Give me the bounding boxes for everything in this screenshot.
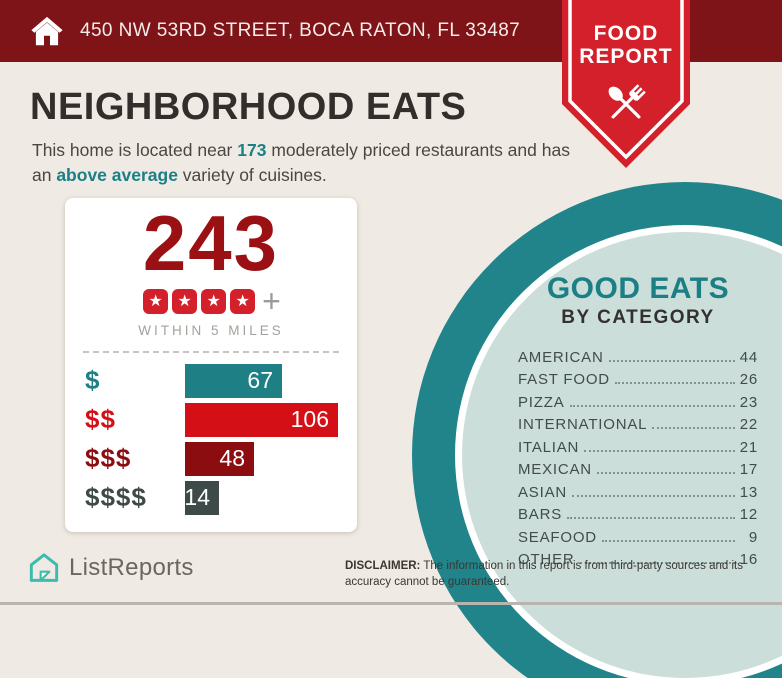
disclaimer: DISCLAIMER: The information in this repo… [345,558,763,590]
star-rating: ★ ★ ★ ★ + [65,282,357,319]
bar-fill: 48 [185,441,254,476]
bar-fill: 14 [184,480,219,515]
star-icon: ★ [230,288,256,314]
category-value: 22 [739,416,758,433]
price-bar-row: $$ 106 [65,400,357,439]
disclaimer-label: DISCLAIMER: [345,560,421,572]
category-value: 26 [739,371,758,388]
page-title: NEIGHBORHOOD EATS [30,86,467,128]
food-report-badge: FOOD REPORT [562,0,690,170]
dotted-leader [608,359,735,362]
price-bar-row: $$$$ 14 [65,478,357,517]
good-eats-subtitle: BY CATEGORY [561,307,715,328]
subtitle-text: moderately priced restaurants and has an [32,140,570,185]
good-eats-panel: GOOD EATS BY CATEGORY AMERICAN 44 FAST FO… [518,272,758,568]
category-value: 17 [739,461,758,478]
dotted-leader [579,562,735,564]
good-eats-title: GOOD EATS [546,272,730,305]
category-label: SEAFOOD [518,528,597,546]
category-row: BARS 12 [518,501,758,523]
bar-fill: 67 [185,363,282,398]
restaurant-count: 173 [237,140,267,160]
category-label: PIZZA [518,393,565,411]
category-row: MEXICAN 17 [518,456,758,478]
badge-pennant-shape [562,0,690,168]
bar-label: $$ [85,404,116,434]
variety-rating: above average [56,164,178,185]
dashed-divider [83,351,339,353]
dotted-leader [596,472,735,474]
bar-label: $$$$ [85,482,147,512]
category-value: 12 [739,506,758,523]
disclaimer-text: The information in this report is from t… [345,560,743,589]
badge-title-line2: REPORT [579,45,673,68]
category-value: 16 [739,551,758,568]
subtitle-text: This home is located near [32,140,238,160]
category-row: INTERNATIONAL 22 [518,411,758,433]
category-row: PIZZA 23 [518,388,758,411]
dotted-leader [569,404,735,407]
category-label: OTHER [518,551,575,568]
category-row: FAST FOOD 26 [518,366,758,388]
listreports-logo-icon [29,553,59,582]
category-row: AMERICAN 44 [518,343,758,366]
category-label: MEXICAN [518,461,592,478]
category-label: FAST FOOD [518,371,610,388]
category-value: 13 [739,483,758,501]
price-bar-row: $ 67 [65,361,357,400]
restaurant-stats-card: 243 ★ ★ ★ ★ + WITHIN 5 MILES $ 67 $$ 106 $$$… [65,198,357,532]
dotted-leader [567,517,735,519]
star-icon: ★ [172,288,198,314]
dotted-leader [614,382,735,384]
bar-label: $ [85,365,101,395]
category-value: 23 [739,393,758,411]
radius-label: WITHIN 5 MILES [138,323,284,338]
spoon-fork-icon [608,84,646,119]
dotted-leader [652,427,735,429]
category-label: BARS [518,506,563,523]
home-icon [31,16,63,46]
property-address: 450 NW 53RD STREET, BOCA RATON, FL 33487 [80,20,521,41]
category-list: AMERICAN 44 FAST FOOD 26 PIZZA 23 INTERNATI… [518,343,758,569]
star-icon: ★ [143,288,169,314]
total-restaurant-count: 243 [142,199,280,287]
category-label: INTERNATIONAL [518,416,648,433]
category-row: OTHER 16 [518,546,758,568]
dotted-leader [584,449,735,452]
star-icon: ★ [201,288,227,314]
category-label: ASIAN [518,483,568,501]
badge-title-line1: FOOD [593,22,659,45]
logo-text: ListReports [69,554,194,581]
category-label: AMERICAN [518,348,604,366]
subtitle-text: variety of cuisines. [177,164,327,185]
category-value: 44 [739,348,758,366]
dotted-leader [572,494,735,497]
bar-label: $$$ [85,443,132,473]
plus-icon: + [262,282,281,319]
bottom-border-line [0,602,782,605]
category-row: SEAFOOD 9 [518,523,758,546]
page-subtitle: This home is located near 173 moderately… [32,138,580,187]
category-value: 21 [739,438,758,456]
category-row: ASIAN 13 [518,478,758,501]
price-bar-row: $$$ 48 [65,439,357,478]
category-row: ITALIAN 21 [518,433,758,456]
listreports-logo: ListReports [28,552,194,584]
bar-fill: 106 [185,402,338,437]
dotted-leader [601,539,735,542]
category-label: ITALIAN [518,438,580,456]
category-value: 9 [748,528,758,546]
